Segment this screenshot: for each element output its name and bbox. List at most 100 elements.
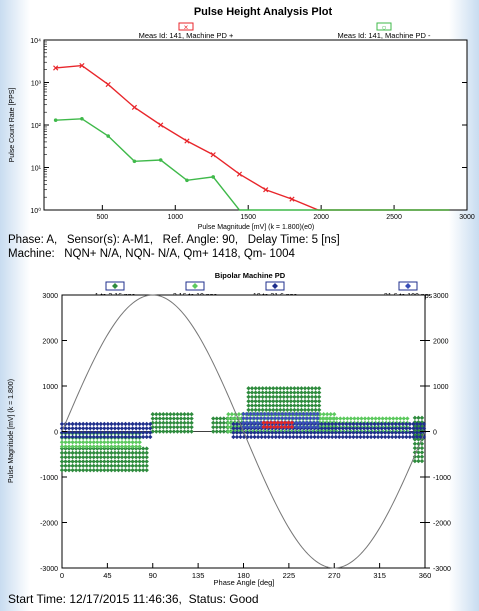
pha-series-pd-minus xyxy=(53,116,450,211)
bipolar-point xyxy=(109,455,114,460)
bipolar-point xyxy=(316,403,322,408)
bipolar-point xyxy=(140,426,146,431)
bipolar-point xyxy=(295,394,301,400)
bipolar-point xyxy=(168,420,173,426)
bipolar-point xyxy=(249,403,255,408)
pha-legend-label-pd-plus: Meas Id: 141, Machine PD + xyxy=(139,31,234,40)
bipolar-point xyxy=(294,416,299,421)
bipolar-point xyxy=(130,430,135,435)
bipolar-point xyxy=(419,415,425,421)
bipolar-point xyxy=(375,430,381,435)
bipolar-point xyxy=(416,450,421,455)
bipolar-legend-swatch xyxy=(192,283,198,289)
bipolar-point xyxy=(95,439,100,445)
bipolar-point xyxy=(322,426,328,431)
bipolar-point xyxy=(287,434,293,440)
bipolar-point xyxy=(256,403,262,408)
bipolar-point xyxy=(393,421,398,427)
bipolar-point xyxy=(80,430,86,435)
bipolar-point xyxy=(361,426,367,431)
bipolar-point xyxy=(221,424,227,430)
bipolar-point xyxy=(330,421,335,427)
bipolar-point xyxy=(316,394,322,400)
bipolar-point xyxy=(271,390,276,395)
bipolar-point xyxy=(308,420,313,425)
bipolar-point xyxy=(347,434,353,440)
bipolar-point xyxy=(161,424,166,430)
bipolar-point xyxy=(102,430,107,435)
bipolar-point xyxy=(279,429,284,434)
bipolar-point xyxy=(297,416,303,421)
bipolar-point xyxy=(299,394,304,400)
bipolar-point xyxy=(102,450,107,456)
bipolar-point xyxy=(301,416,306,421)
bipolar-point xyxy=(382,434,388,440)
bipolar-point xyxy=(91,434,96,440)
bipolar-point xyxy=(105,426,111,431)
bipolar-point xyxy=(148,430,153,435)
bipolar-point xyxy=(400,430,406,435)
bipolar-point xyxy=(249,386,255,391)
bipolar-point xyxy=(171,416,177,421)
bipolar-point xyxy=(375,426,381,431)
bipolar-point xyxy=(77,463,82,469)
bipolar-point xyxy=(88,430,93,435)
bipolar-point xyxy=(361,434,367,440)
bipolar-point xyxy=(368,421,374,427)
bipolar-point xyxy=(277,434,282,440)
bipolar-point xyxy=(116,450,121,456)
bipolar-point xyxy=(70,455,75,460)
bipolar-point xyxy=(302,394,308,400)
bipolar-point xyxy=(123,426,128,431)
bipolar-point xyxy=(246,407,251,413)
bipolar-point xyxy=(351,430,356,435)
bipolar-point xyxy=(316,399,322,404)
bipolar-point xyxy=(421,421,427,427)
pha-legend-marker-box-pd-minus xyxy=(376,22,392,31)
bipolar-point xyxy=(137,467,142,473)
bipolar-point xyxy=(282,420,288,425)
bipolar-point xyxy=(148,434,153,440)
bipolar-title: Bipolar Machine PD xyxy=(215,271,286,280)
bipolar-point xyxy=(95,463,100,469)
bipolar-point xyxy=(284,430,289,435)
bipolar-point xyxy=(66,434,72,440)
bipolar-point xyxy=(289,424,295,430)
bipolar-point xyxy=(379,426,384,431)
bipolar-point xyxy=(326,430,331,435)
bipolar-point xyxy=(98,467,104,473)
bipolar-point xyxy=(214,420,219,426)
bipolar-point xyxy=(279,420,284,425)
bipolar-point xyxy=(109,439,114,445)
bipolar-point xyxy=(77,450,82,456)
bipolar-point xyxy=(66,421,72,427)
bipolar-point xyxy=(214,429,219,434)
bipolar-point xyxy=(315,416,320,421)
bipolar-point xyxy=(144,450,149,456)
bipolar-point xyxy=(347,421,353,427)
bipolar-point xyxy=(326,426,331,431)
bipolar-point xyxy=(133,439,139,445)
bipolar-point xyxy=(301,411,306,417)
bipolar-point xyxy=(267,394,272,400)
pha-x-tick-label: 3000 xyxy=(459,214,475,221)
bipolar-point xyxy=(221,429,227,434)
bipolar-point xyxy=(266,430,271,435)
bipolar-point xyxy=(299,386,304,391)
bipolar-point xyxy=(88,444,93,449)
bipolar-point xyxy=(287,416,292,421)
bipolar-point xyxy=(126,426,132,431)
pha-y-tick-label: 10⁴ xyxy=(30,38,41,45)
bipolar-point xyxy=(119,439,125,445)
bipolar-point xyxy=(105,434,111,440)
bipolar-point xyxy=(416,415,421,421)
bipolar-point xyxy=(102,455,107,460)
bipolar-point xyxy=(144,434,149,440)
bipolar-point xyxy=(168,429,173,434)
bipolar-point xyxy=(95,434,100,440)
bipolar-point xyxy=(271,407,276,413)
bipolar-point xyxy=(311,416,317,421)
bipolar-x-tick-label: 135 xyxy=(192,571,205,580)
pha-point xyxy=(211,175,215,179)
bipolar-point xyxy=(260,394,265,400)
